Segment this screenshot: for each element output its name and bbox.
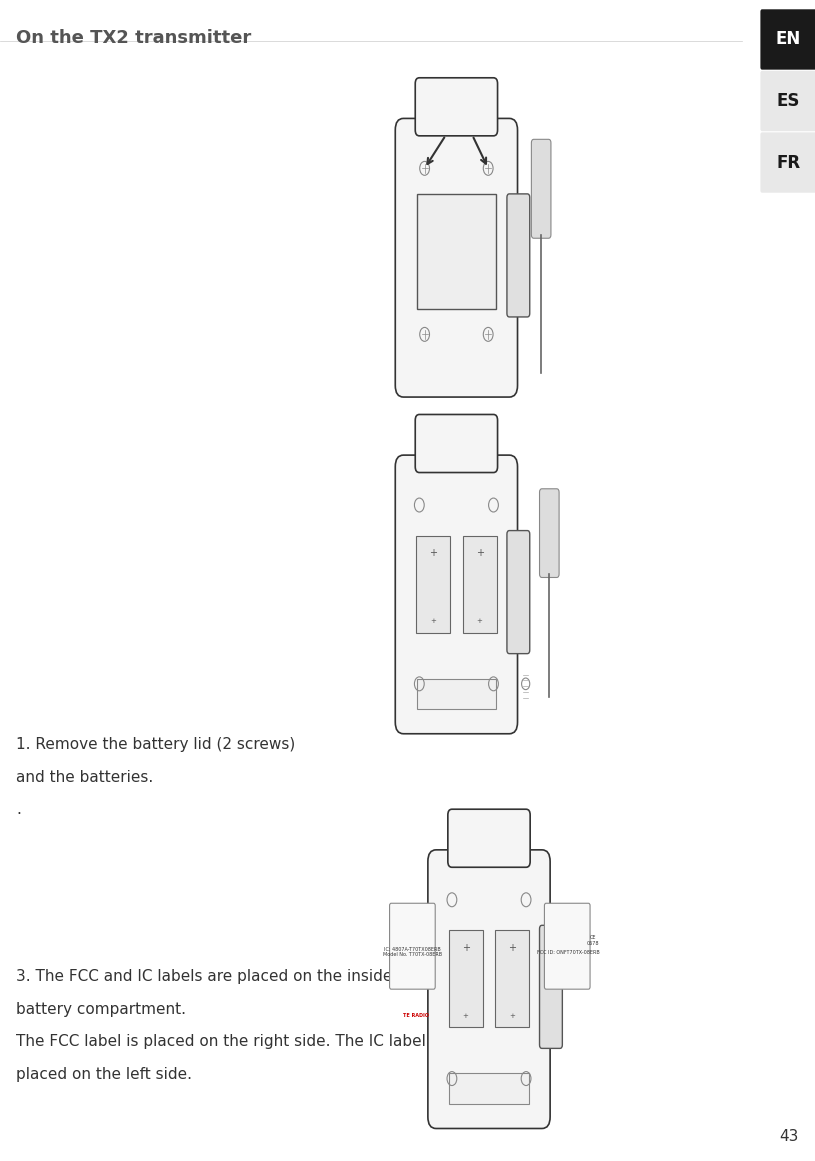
FancyBboxPatch shape	[760, 71, 815, 131]
Text: FCC ID: ONFT70TX-08ERB: FCC ID: ONFT70TX-08ERB	[537, 950, 599, 954]
Text: TE RADIO: TE RADIO	[403, 1014, 429, 1018]
Bar	[449, 930, 482, 1027]
FancyBboxPatch shape	[428, 850, 550, 1128]
FancyBboxPatch shape	[760, 9, 815, 70]
Text: FR: FR	[777, 153, 800, 172]
Text: +: +	[463, 1012, 469, 1019]
Bar	[416, 679, 496, 709]
Bar	[416, 194, 496, 309]
FancyBboxPatch shape	[544, 903, 590, 989]
FancyBboxPatch shape	[395, 455, 518, 734]
Text: EN: EN	[776, 30, 801, 49]
FancyBboxPatch shape	[416, 78, 498, 136]
FancyBboxPatch shape	[416, 414, 498, 473]
FancyBboxPatch shape	[531, 139, 551, 238]
Text: +: +	[509, 943, 517, 953]
Text: +: +	[430, 618, 436, 625]
Text: 3. The FCC and IC labels are placed on the inside of the: 3. The FCC and IC labels are placed on t…	[16, 969, 443, 985]
Text: 43: 43	[779, 1128, 799, 1144]
Text: ES: ES	[777, 92, 800, 110]
FancyBboxPatch shape	[395, 118, 518, 397]
Text: .: .	[16, 802, 21, 817]
FancyBboxPatch shape	[507, 531, 530, 654]
FancyBboxPatch shape	[540, 925, 562, 1048]
Text: +: +	[477, 618, 482, 625]
Text: On the TX2 transmitter: On the TX2 transmitter	[16, 29, 252, 48]
FancyBboxPatch shape	[448, 809, 531, 867]
Text: +: +	[429, 548, 437, 558]
Bar	[496, 930, 529, 1027]
FancyBboxPatch shape	[507, 194, 530, 317]
Text: 1. Remove the battery lid (2 screws): 1. Remove the battery lid (2 screws)	[16, 737, 296, 752]
FancyBboxPatch shape	[390, 903, 435, 989]
Text: and the batteries.: and the batteries.	[16, 770, 153, 785]
Text: +: +	[476, 548, 484, 558]
Text: battery compartment.: battery compartment.	[16, 1002, 187, 1017]
Text: placed on the left side.: placed on the left side.	[16, 1067, 192, 1082]
Bar	[416, 535, 450, 633]
Text: +: +	[509, 1012, 515, 1019]
FancyBboxPatch shape	[760, 132, 815, 193]
Text: The FCC label is placed on the right side. The IC label is: The FCC label is placed on the right sid…	[16, 1034, 443, 1050]
Bar	[463, 535, 496, 633]
Text: CE
0678: CE 0678	[586, 935, 599, 946]
Text: IC: 4807A-T70TX08ERB
Model No. T70TX-08ERB: IC: 4807A-T70TX08ERB Model No. T70TX-08E…	[383, 946, 442, 958]
Bar	[449, 1074, 529, 1104]
Text: +: +	[461, 943, 469, 953]
FancyBboxPatch shape	[540, 489, 559, 577]
